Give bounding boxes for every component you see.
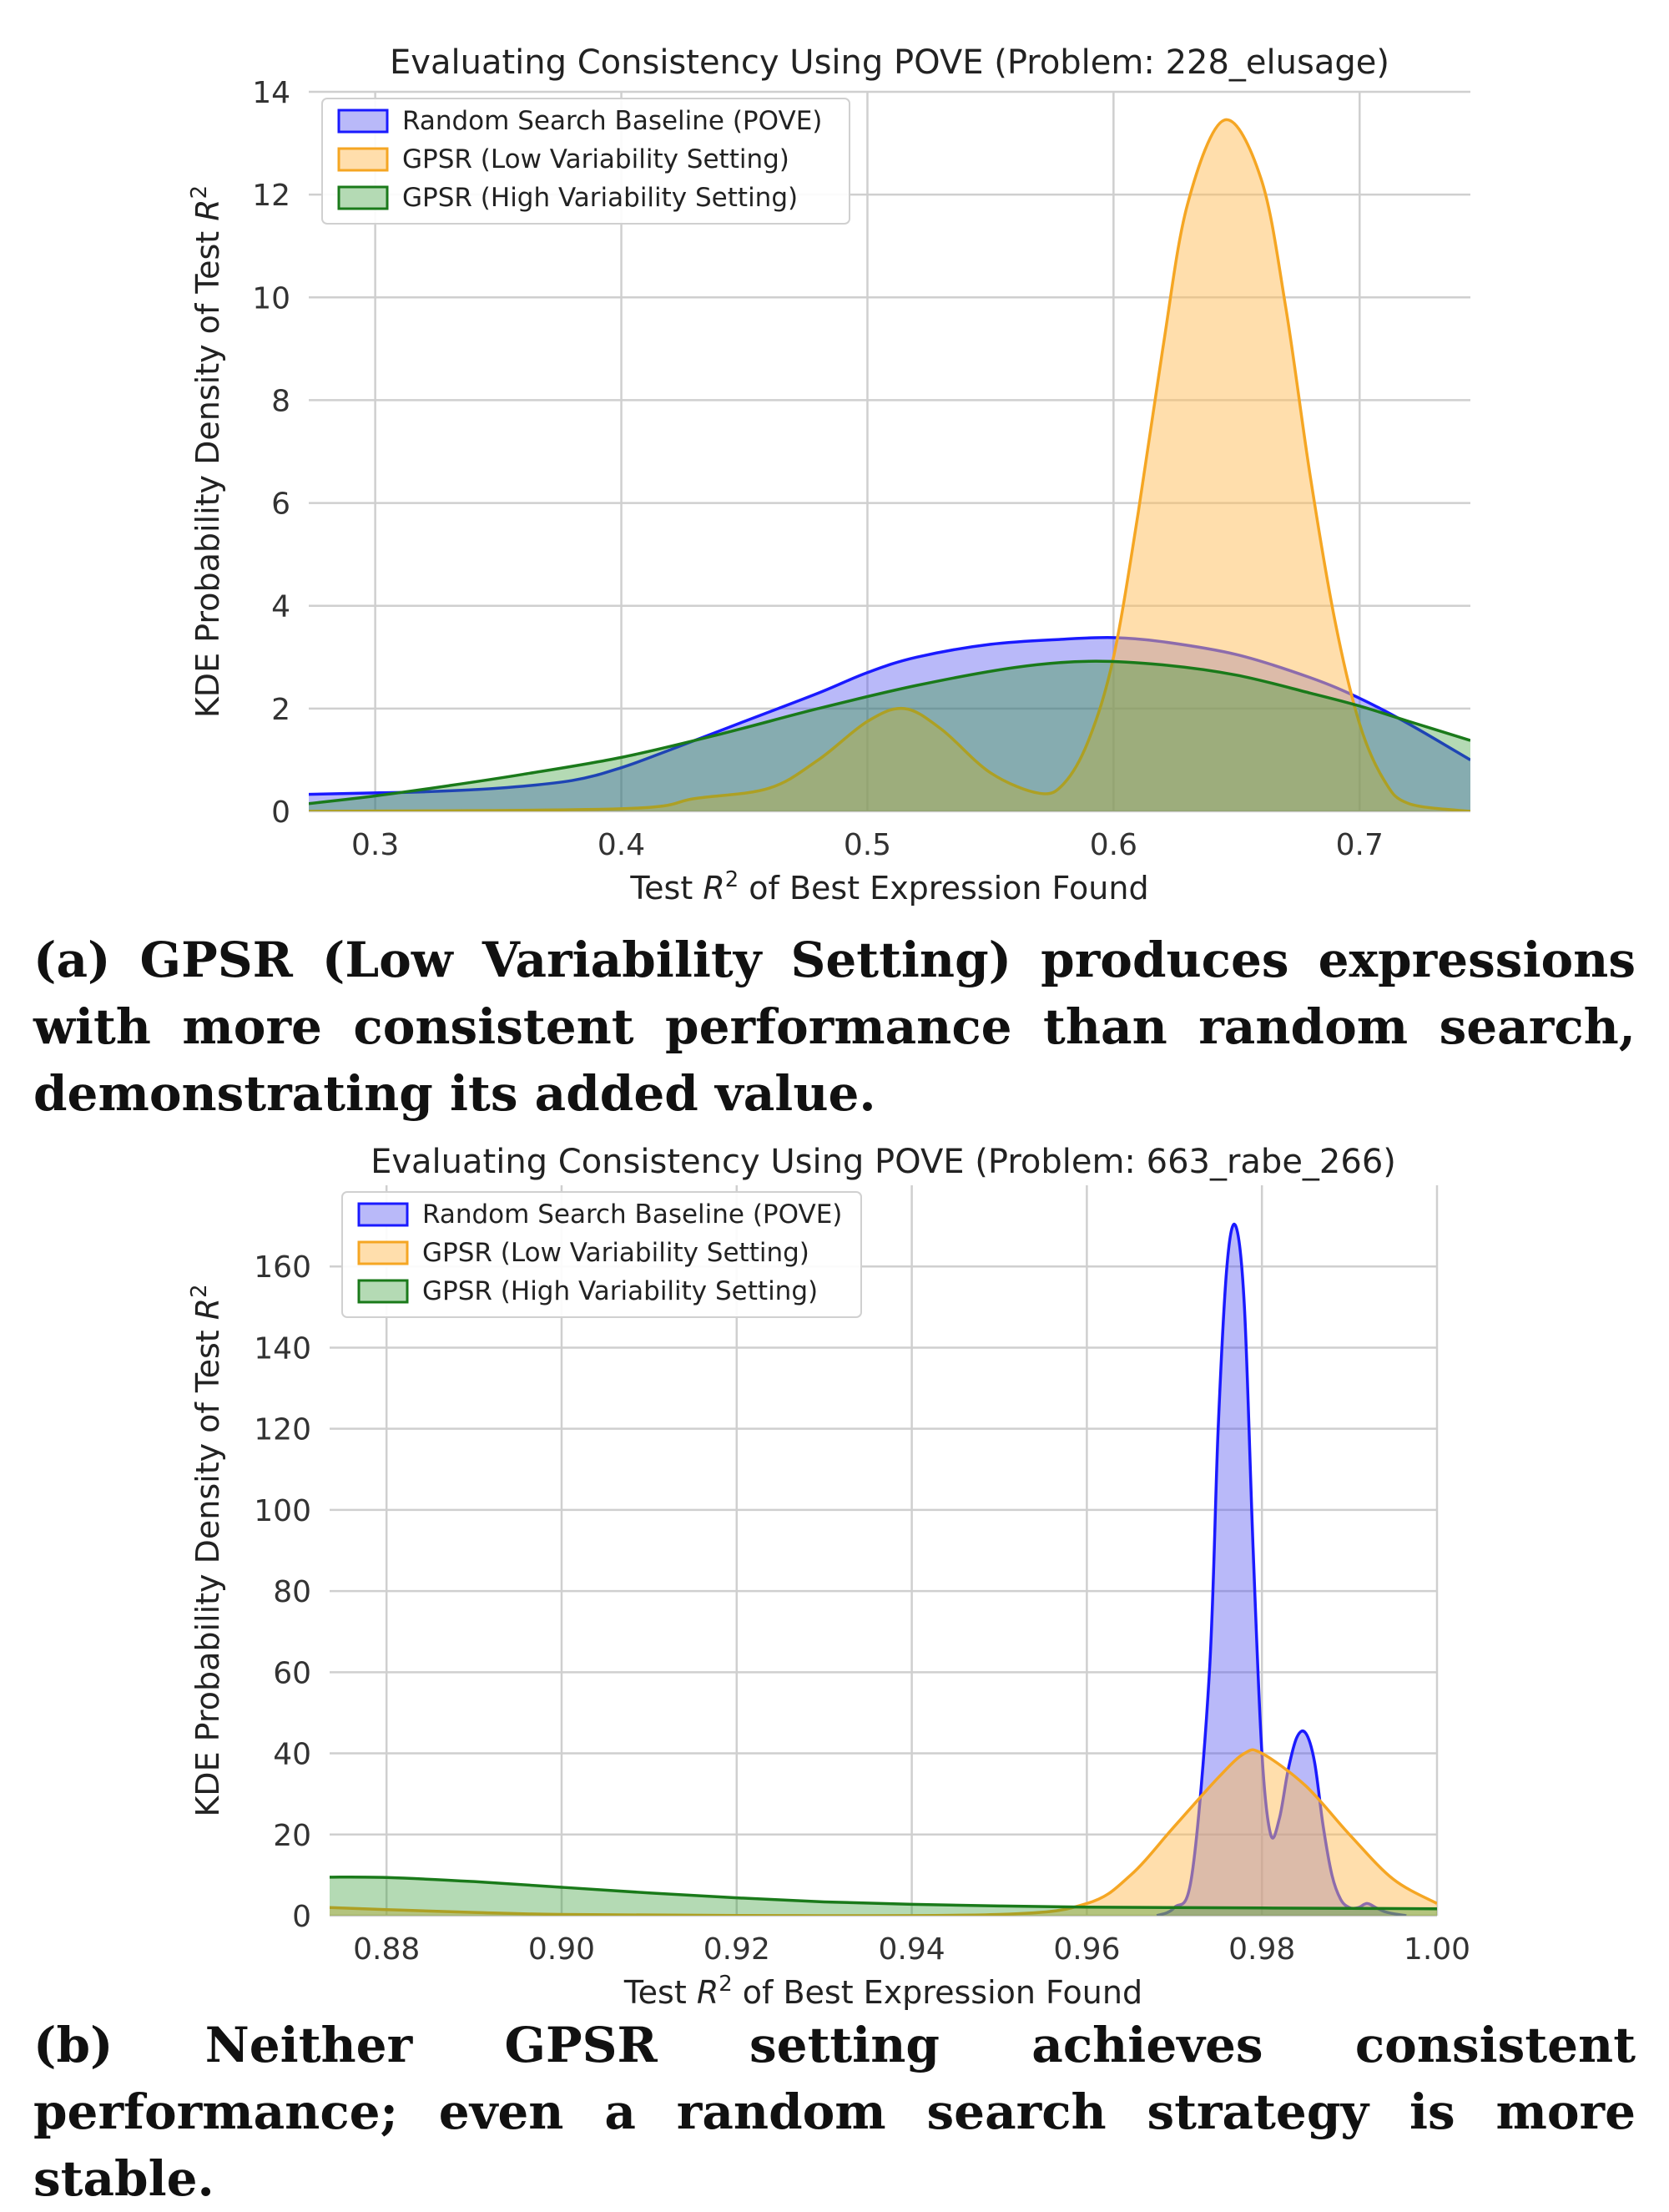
legend-label-0: Random Search Baseline (POVE) — [422, 1199, 842, 1230]
x-tick-label: 0.6 — [1090, 828, 1137, 862]
legend-label-2: GPSR (High Variability Setting) — [402, 183, 798, 213]
y-tick-label: 40 — [273, 1738, 311, 1772]
legend-swatch-2 — [337, 185, 389, 210]
x-tick-label: 0.90 — [528, 1932, 595, 1967]
y-axis-label: KDE Probability Density of Test R2 — [187, 185, 226, 718]
series-line-2 — [309, 659, 1470, 806]
legend-swatch-1 — [357, 1240, 409, 1265]
y-tick-label: 120 — [254, 1413, 311, 1447]
series-area-1 — [309, 119, 1470, 811]
y-tick-label: 20 — [273, 1819, 311, 1853]
x-tick-label: 0.88 — [353, 1932, 420, 1967]
legend-label-2: GPSR (High Variability Setting) — [422, 1276, 818, 1306]
y-tick-label: 8 — [271, 384, 290, 418]
caption-a: (a) GPSR (Low Variability Setting) produ… — [33, 932, 1636, 1122]
y-tick-label: 2 — [271, 693, 290, 727]
chart-title: Evaluating Consistency Using POVE (Probl… — [390, 43, 1389, 82]
x-tick-label: 0.7 — [1336, 828, 1384, 862]
x-tick-label: 0.96 — [1053, 1932, 1120, 1967]
series-line-2 — [330, 1876, 1437, 1911]
legend-swatch-0 — [337, 109, 389, 134]
series-area-1 — [330, 1750, 1437, 1916]
y-tick-label: 60 — [273, 1656, 311, 1690]
series-line-1 — [309, 118, 1470, 811]
series-group — [309, 118, 1470, 811]
y-tick-label: 140 — [254, 1331, 311, 1366]
series-area-2 — [330, 1876, 1437, 1916]
y-tick-label: 12 — [252, 179, 290, 213]
x-tick-label: 0.5 — [844, 828, 891, 862]
caption-b: (b) Neither GPSR setting achieves consis… — [33, 2017, 1636, 2207]
x-tick-label: 0.3 — [351, 828, 399, 862]
legend: Random Search Baseline (POVE) GPSR (Low V… — [341, 1191, 862, 1318]
series-line-1 — [330, 1748, 1437, 1916]
legend: Random Search Baseline (POVE) GPSR (Low V… — [321, 98, 850, 225]
x-tick-label: 0.98 — [1228, 1932, 1295, 1967]
chart-b: 0.88 0.90 0.92 0.94 0.96 0.98 1.00 0 20 40 60 80 100… — [187, 1143, 1470, 2011]
y-tick-label: 100 — [254, 1494, 311, 1528]
legend-label-1: GPSR (Low Variability Setting) — [422, 1238, 809, 1268]
y-tick-label: 6 — [271, 487, 290, 522]
y-tick-label: 14 — [252, 76, 290, 110]
legend-swatch-0 — [357, 1202, 409, 1227]
x-tick-label: 0.94 — [879, 1932, 945, 1967]
legend-swatch-2 — [357, 1279, 409, 1304]
series-area-2 — [309, 661, 1470, 811]
y-tick-label: 0 — [271, 795, 290, 830]
x-tick-label: 0.4 — [598, 828, 645, 862]
series-area-0 — [1157, 1224, 1407, 1916]
x-tick-label: 1.00 — [1404, 1932, 1470, 1967]
y-tick-label: 160 — [254, 1250, 311, 1285]
legend-label-0: Random Search Baseline (POVE) — [402, 106, 822, 136]
x-axis-label: Test R2 of Best Expression Found — [623, 1972, 1142, 2011]
y-tick-label: 10 — [252, 281, 290, 316]
x-tick-label: 0.92 — [703, 1932, 770, 1967]
chart-a: 0.3 0.4 0.5 0.6 0.7 0 2 4 6 8 10 12 14 Evaluating Con… — [187, 43, 1470, 907]
y-tick-label: 80 — [273, 1575, 311, 1609]
chart-title: Evaluating Consistency Using POVE (Probl… — [371, 1143, 1396, 1181]
series-group — [330, 1223, 1437, 1916]
x-axis-label: Test R2 of Best Expression Found — [629, 867, 1148, 907]
y-tick-label: 4 — [271, 590, 290, 624]
y-tick-label: 0 — [292, 1900, 311, 1934]
y-axis-label: KDE Probability Density of Test R2 — [187, 1284, 226, 1816]
legend-label-1: GPSR (Low Variability Setting) — [402, 144, 789, 174]
legend-swatch-1 — [337, 147, 389, 172]
